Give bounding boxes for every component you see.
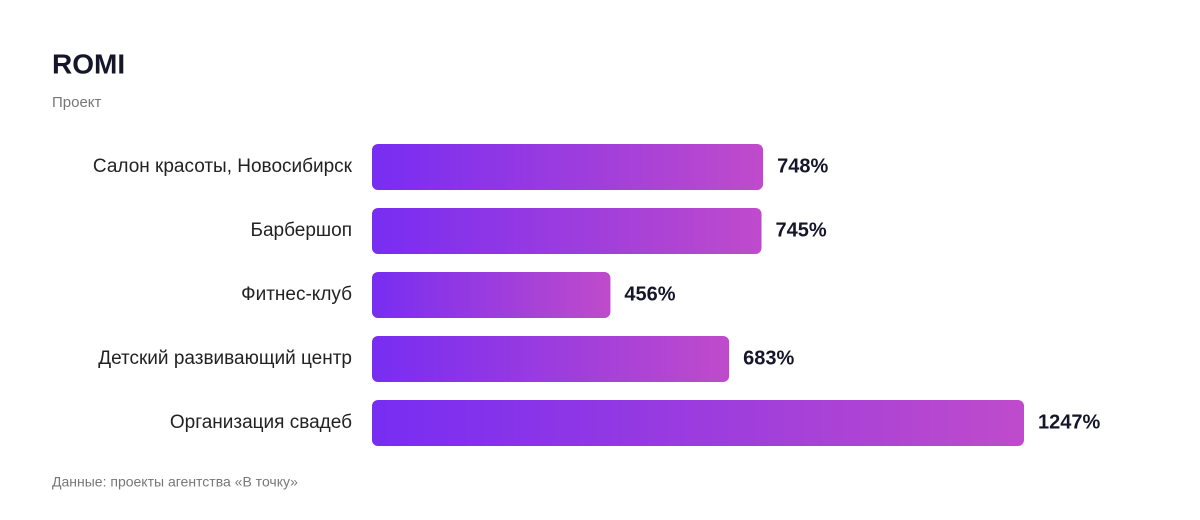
value-label: 745% <box>776 219 827 241</box>
category-label: Организация свадеб <box>170 412 352 433</box>
bar <box>372 144 764 190</box>
chart-title: ROMI <box>52 48 125 79</box>
category-label: Барбершоп <box>250 220 352 241</box>
bar <box>372 336 730 382</box>
subtitle: Проект <box>52 94 102 111</box>
bar <box>372 208 762 254</box>
category-label: Салон красоты, Новосибирск <box>93 156 353 177</box>
note: Данные: проекты агентства «В точку» <box>52 474 298 490</box>
category-label: Детский развивающий центр <box>98 348 352 369</box>
bar <box>372 272 611 318</box>
bar <box>372 400 1024 446</box>
value-label: 456% <box>624 283 675 305</box>
value-label: 748% <box>777 155 828 177</box>
category-label: Фитнес-клуб <box>241 284 352 305</box>
value-label: 683% <box>743 347 794 369</box>
value-label: 1247% <box>1038 411 1100 433</box>
